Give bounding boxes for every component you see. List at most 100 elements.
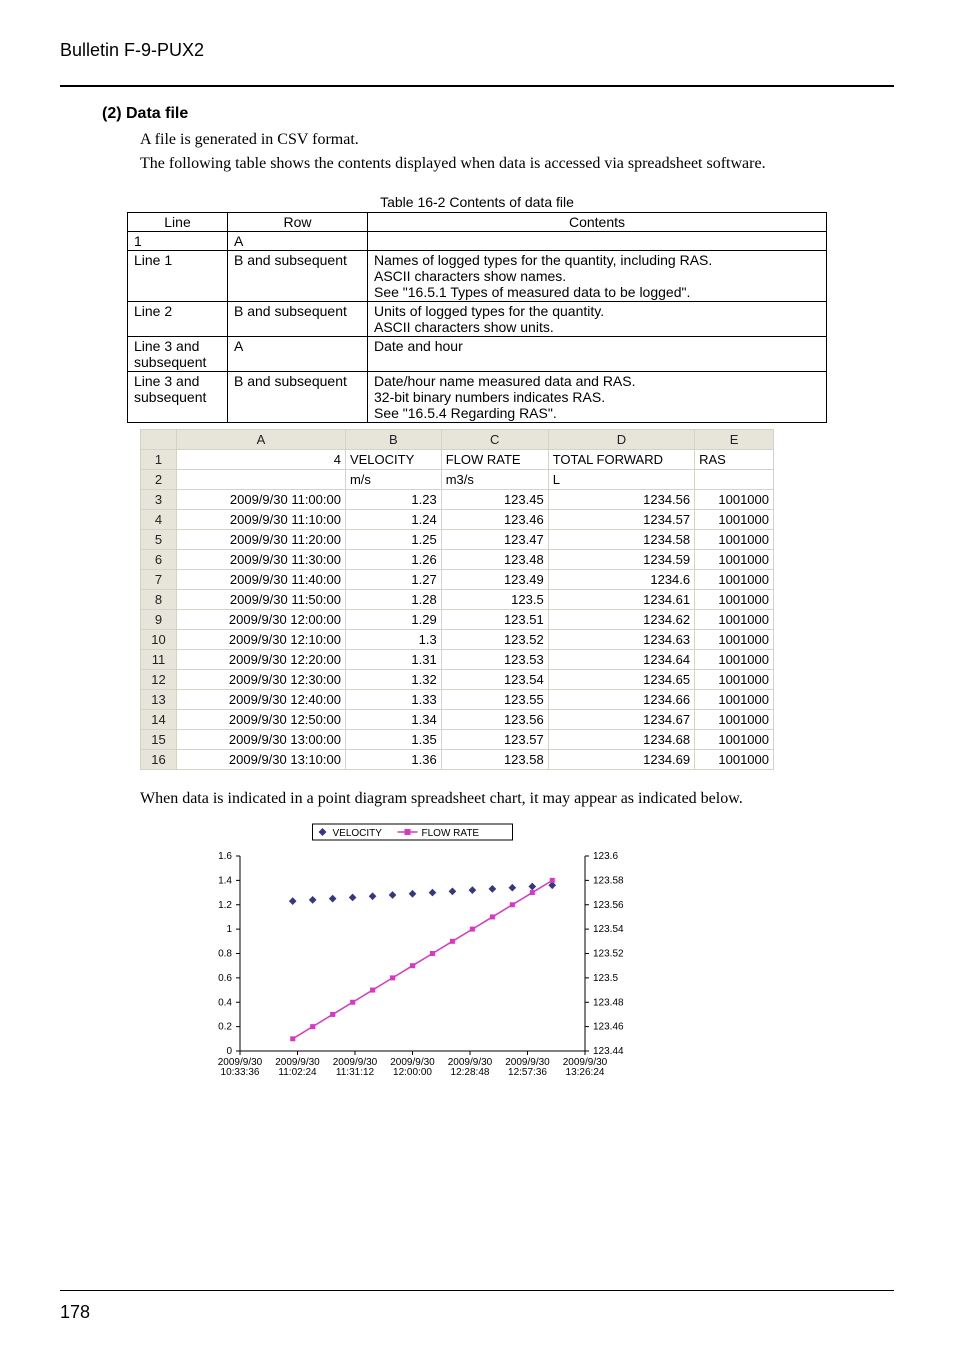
intro-p1: A file is generated in CSV format. — [140, 129, 894, 151]
ss-cell: 1.25 — [345, 530, 441, 550]
ss-cell: 1.23 — [345, 490, 441, 510]
intro-p2: The following table shows the contents d… — [140, 153, 894, 175]
svg-text:11:02:24: 11:02:24 — [278, 1067, 317, 1078]
ss-cell: 1001000 — [695, 610, 774, 630]
ss-cell: 1234.59 — [548, 550, 694, 570]
ss-rownum: 13 — [141, 690, 177, 710]
svg-text:12:57:36: 12:57:36 — [508, 1067, 547, 1078]
svg-text:0.8: 0.8 — [218, 949, 232, 960]
ss-cell: VELOCITY — [345, 450, 441, 470]
ss-cell: 1234.56 — [548, 490, 694, 510]
ss-cell: 1001000 — [695, 710, 774, 730]
svg-text:1.4: 1.4 — [218, 876, 232, 887]
chart: VELOCITYFLOW RATE00.20.40.60.811.21.41.6… — [180, 816, 660, 1101]
ss-cell: 2009/9/30 13:00:00 — [177, 730, 346, 750]
ss-cell: TOTAL FORWARD — [548, 450, 694, 470]
ss-cell: 2009/9/30 12:50:00 — [177, 710, 346, 730]
ss-col-A: A — [177, 430, 346, 450]
ss-cell: 1234.67 — [548, 710, 694, 730]
ss-cell: 1001000 — [695, 750, 774, 770]
section-title: (2) Data file — [102, 105, 894, 123]
defs-cell-contents: Names of logged types for the quantity, … — [368, 251, 827, 302]
ss-rownum: 8 — [141, 590, 177, 610]
footer-rule — [60, 1290, 894, 1291]
ss-cell: 1001000 — [695, 650, 774, 670]
ss-cell: 1.32 — [345, 670, 441, 690]
svg-text:123.48: 123.48 — [593, 997, 624, 1008]
ss-cell: 1.29 — [345, 610, 441, 630]
ss-cell: 1234.69 — [548, 750, 694, 770]
svg-text:VELOCITY: VELOCITY — [333, 828, 383, 839]
svg-text:123.54: 123.54 — [593, 924, 624, 935]
ss-cell: m/s — [345, 470, 441, 490]
ss-cell: 123.53 — [441, 650, 548, 670]
defs-th-line: Line — [128, 213, 228, 232]
ss-rownum: 4 — [141, 510, 177, 530]
svg-text:123.5: 123.5 — [593, 973, 618, 984]
defs-cell-row: A — [228, 337, 368, 372]
ss-cell: 1.27 — [345, 570, 441, 590]
svg-text:123.46: 123.46 — [593, 1022, 624, 1033]
ss-cell: 2009/9/30 11:10:00 — [177, 510, 346, 530]
svg-text:1.6: 1.6 — [218, 851, 232, 862]
ss-cell: 1001000 — [695, 670, 774, 690]
ss-corner — [141, 430, 177, 450]
ss-cell: 1001000 — [695, 730, 774, 750]
ss-cell: 1234.64 — [548, 650, 694, 670]
ss-cell: 1001000 — [695, 490, 774, 510]
ss-cell: 1001000 — [695, 630, 774, 650]
svg-text:13:26:24: 13:26:24 — [566, 1067, 605, 1078]
ss-cell: 123.55 — [441, 690, 548, 710]
defs-cell-contents — [368, 232, 827, 251]
ss-cell: 1.28 — [345, 590, 441, 610]
ss-rownum: 3 — [141, 490, 177, 510]
defs-cell-row: B and subsequent — [228, 372, 368, 423]
svg-text:11:31:12: 11:31:12 — [336, 1067, 375, 1078]
ss-cell: 1001000 — [695, 550, 774, 570]
defs-cell-contents: Date/hour name measured data and RAS.32-… — [368, 372, 827, 423]
svg-text:10:33:36: 10:33:36 — [221, 1067, 260, 1078]
defs-cell-line: 1 — [128, 232, 228, 251]
ss-cell: 2009/9/30 12:40:00 — [177, 690, 346, 710]
ss-cell: L — [548, 470, 694, 490]
ss-rownum: 14 — [141, 710, 177, 730]
header-rule — [60, 85, 894, 87]
ss-cell: 1234.57 — [548, 510, 694, 530]
svg-text:0.2: 0.2 — [218, 1022, 232, 1033]
defs-cell-row: B and subsequent — [228, 302, 368, 337]
ss-cell: 1001000 — [695, 530, 774, 550]
defs-cell-line: Line 2 — [128, 302, 228, 337]
ss-cell: 2009/9/30 11:40:00 — [177, 570, 346, 590]
svg-text:123.6: 123.6 — [593, 851, 618, 862]
svg-text:12:28:48: 12:28:48 — [451, 1067, 490, 1078]
chart-note: When data is indicated in a point diagra… — [140, 790, 894, 808]
ss-cell: 1.31 — [345, 650, 441, 670]
ss-rownum: 6 — [141, 550, 177, 570]
ss-cell: 123.54 — [441, 670, 548, 690]
defs-cell-line: Line 3 and subsequent — [128, 372, 228, 423]
ss-cell: 2009/9/30 11:30:00 — [177, 550, 346, 570]
ss-cell: 2009/9/30 12:00:00 — [177, 610, 346, 630]
svg-text:FLOW RATE: FLOW RATE — [422, 828, 480, 839]
ss-cell: 4 — [177, 450, 346, 470]
ss-col-D: D — [548, 430, 694, 450]
ss-cell: 1.33 — [345, 690, 441, 710]
ss-cell: 1234.62 — [548, 610, 694, 630]
ss-rownum: 11 — [141, 650, 177, 670]
ss-rownum: 1 — [141, 450, 177, 470]
svg-text:1.2: 1.2 — [218, 900, 232, 911]
ss-cell: FLOW RATE — [441, 450, 548, 470]
ss-cell: 2009/9/30 12:10:00 — [177, 630, 346, 650]
ss-cell: 123.45 — [441, 490, 548, 510]
ss-cell: 1.34 — [345, 710, 441, 730]
ss-cell: 123.51 — [441, 610, 548, 630]
defs-table-caption: Table 16-2 Contents of data file — [60, 194, 894, 210]
defs-th-contents: Contents — [368, 213, 827, 232]
ss-cell: 2009/9/30 13:10:00 — [177, 750, 346, 770]
ss-rownum: 2 — [141, 470, 177, 490]
ss-cell: 1001000 — [695, 590, 774, 610]
ss-cell: RAS — [695, 450, 774, 470]
svg-text:0: 0 — [226, 1046, 232, 1057]
svg-text:123.44: 123.44 — [593, 1046, 624, 1057]
ss-cell: 123.49 — [441, 570, 548, 590]
